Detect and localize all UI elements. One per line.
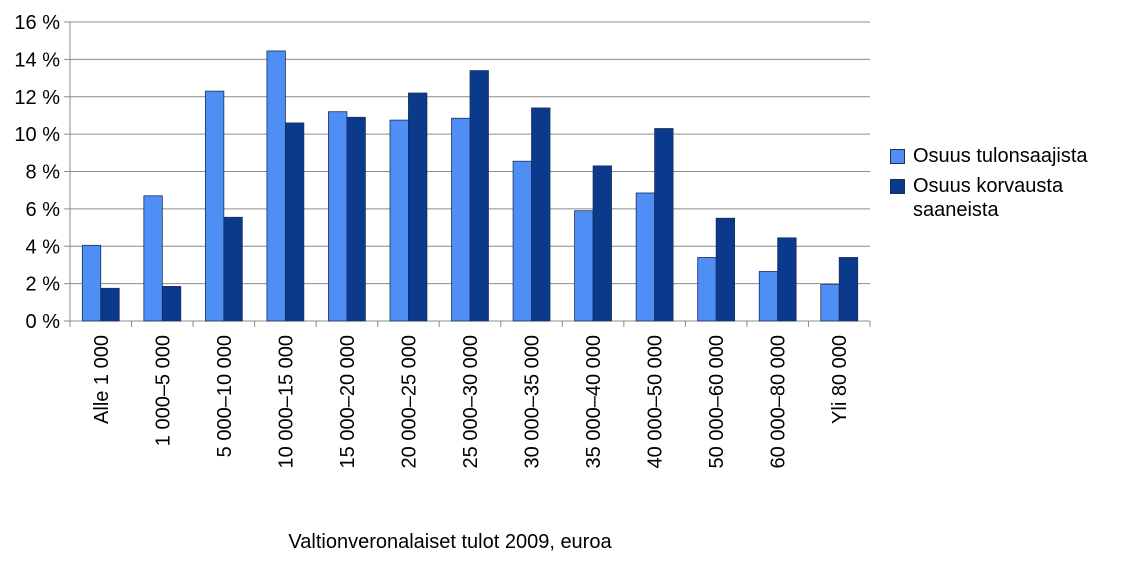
- legend-item: Osuus korvausta saaneista: [890, 174, 1110, 222]
- y-tick-label: 14 %: [14, 49, 60, 71]
- x-tick-label: 1 000–5 000: [152, 335, 174, 446]
- bar: [838, 257, 859, 322]
- x-tick-label: Yli 80 000: [829, 335, 851, 424]
- bar: [820, 284, 840, 322]
- y-tick-label: 4 %: [26, 236, 61, 258]
- bar: [408, 92, 428, 322]
- bar: [143, 195, 163, 322]
- x-tick-label: 30 000–35 000: [522, 335, 544, 468]
- bar: [531, 107, 551, 322]
- bar: [328, 111, 348, 322]
- x-tick-label: 60 000–80 000: [768, 335, 790, 468]
- bar: [81, 244, 102, 322]
- y-tick-label: 0 %: [26, 311, 61, 333]
- bar: [161, 286, 182, 322]
- bar: [592, 165, 612, 322]
- bar: [715, 217, 736, 322]
- x-axis-title: Valtionveronalaiset tulot 2009, euroa: [288, 531, 612, 553]
- bar: [223, 216, 243, 322]
- x-tick-label: 5 000–10 000: [214, 335, 236, 457]
- y-tick-label: 2 %: [26, 274, 61, 296]
- legend-item: Osuus tulonsaajista: [890, 144, 1110, 168]
- bar: [654, 128, 674, 322]
- x-tick-label: 40 000–50 000: [645, 335, 667, 468]
- legend-swatch: [890, 149, 905, 164]
- y-tick-label: 16 %: [14, 12, 60, 34]
- legend-label: Osuus korvausta saaneista: [913, 175, 1064, 221]
- x-tick-label: Alle 1 000: [91, 335, 113, 424]
- bar: [697, 257, 717, 322]
- y-tick-label: 8 %: [26, 162, 61, 184]
- y-tick-label: 10 %: [14, 124, 60, 146]
- y-tick-label: 12 %: [14, 87, 60, 109]
- x-tick-label: 15 000–20 000: [337, 335, 359, 468]
- legend-swatch: [890, 179, 905, 194]
- bar: [204, 90, 225, 322]
- x-tick-label: 20 000–25 000: [398, 335, 420, 468]
- bar: [635, 192, 656, 322]
- x-tick-label: 35 000–40 000: [583, 335, 605, 468]
- bar: [284, 122, 305, 322]
- y-tick-label: 6 %: [26, 199, 61, 221]
- bar: [469, 70, 489, 322]
- x-tick-label: 50 000–60 000: [706, 335, 728, 468]
- bar: [100, 287, 120, 322]
- x-tick-label: 25 000–30 000: [460, 335, 482, 468]
- bar: [758, 271, 779, 322]
- bar: [266, 50, 286, 322]
- bar: [389, 119, 409, 322]
- bar: [777, 237, 797, 322]
- bar: [451, 117, 471, 322]
- bar: [574, 210, 594, 322]
- bar: [346, 116, 366, 322]
- legend-label: Osuus tulonsaajista: [913, 145, 1088, 167]
- bar: [512, 160, 532, 322]
- x-tick-label: 10 000–15 000: [275, 335, 297, 468]
